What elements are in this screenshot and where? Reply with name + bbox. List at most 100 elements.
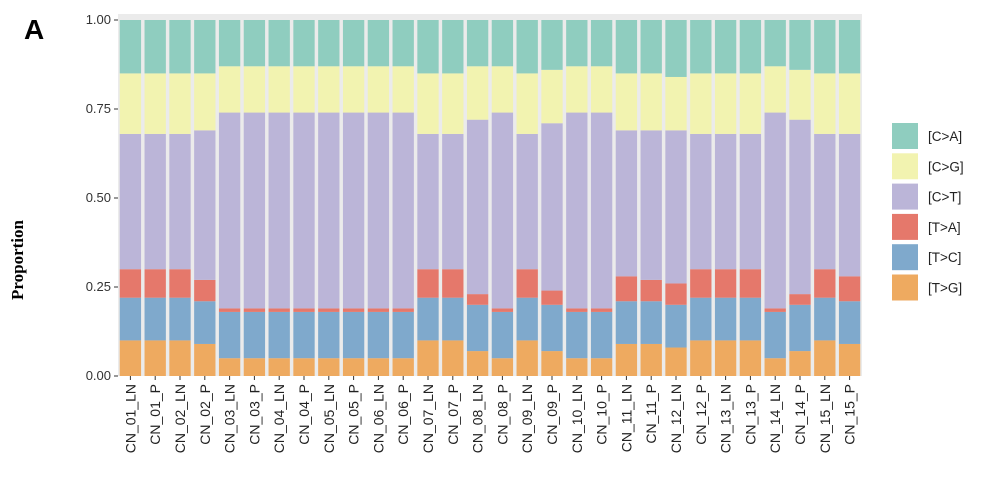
bar-segment <box>417 133 439 270</box>
legend-item: [C>T] <box>892 183 961 210</box>
bar-segment <box>367 308 390 312</box>
bar-segment <box>169 269 191 298</box>
bar-segment <box>144 73 166 134</box>
bar-segment <box>491 311 514 359</box>
bar-segment <box>417 340 439 376</box>
bar-segment <box>665 347 687 376</box>
bar-segment <box>764 112 786 309</box>
bar-segment <box>640 279 662 302</box>
bar-segment <box>342 66 365 113</box>
bar-segment <box>417 297 439 341</box>
bar-segment <box>392 311 414 359</box>
y-tick-label: 0.00 <box>86 368 111 383</box>
x-tick-label: CN_10_LN <box>569 384 585 453</box>
bar-segment <box>194 343 216 376</box>
bar-segment <box>169 20 191 74</box>
bar-segment <box>714 340 737 376</box>
bar-segment <box>144 20 166 74</box>
bar-segment <box>268 66 290 113</box>
bar-segment <box>318 20 340 67</box>
legend-label: [T>A] <box>928 220 961 235</box>
bar-segment <box>516 20 538 74</box>
legend-item: [T>G] <box>892 274 962 301</box>
x-tick-label: CN_07_LN <box>420 384 436 453</box>
bar-segment <box>516 73 538 134</box>
x-tick-label: CN_03_P <box>246 384 262 445</box>
bar-segment <box>293 308 315 312</box>
bar-segment <box>640 343 662 376</box>
bar-segment <box>739 297 762 341</box>
bar-segment <box>169 133 191 270</box>
bar-segment <box>367 112 390 309</box>
bar-segment <box>590 66 613 113</box>
bar-segment <box>293 358 315 376</box>
bar-segment <box>318 311 340 359</box>
bar-segment <box>466 304 489 352</box>
y-tick-label: 0.25 <box>86 279 111 294</box>
bar-segment <box>590 308 613 312</box>
bar-segment <box>268 308 290 312</box>
bar-segment <box>243 358 266 376</box>
x-tick-label: CN_07_P <box>445 384 461 445</box>
bar-segment <box>590 311 613 359</box>
bar-segment <box>417 73 439 134</box>
legend-swatch <box>892 213 918 240</box>
bar-segment <box>392 358 414 376</box>
x-tick-label: CN_01_P <box>147 384 163 445</box>
bar-segment <box>814 269 836 298</box>
x-tick-label: CN_06_LN <box>370 384 386 453</box>
bar-segment <box>342 112 365 309</box>
legend-label: [C>G] <box>928 159 964 174</box>
bar-segment <box>293 66 315 113</box>
bar-segment <box>764 66 786 113</box>
bar-segment <box>640 301 662 344</box>
x-tick-label: CN_03_LN <box>222 384 238 453</box>
bar-segment <box>814 297 836 341</box>
bar-segment <box>119 269 142 298</box>
bar-segment <box>764 358 786 376</box>
bar-segment <box>318 66 340 113</box>
x-tick-label: CN_02_LN <box>172 384 188 453</box>
legend-item: [T>C] <box>892 244 961 271</box>
bar-segment <box>392 308 414 312</box>
bar-segment <box>491 112 514 309</box>
bar-segment <box>367 66 390 113</box>
x-tick-label: CN_13_P <box>742 384 758 445</box>
bar-segment <box>640 73 662 131</box>
bar-segment <box>516 133 538 270</box>
bar-segment <box>690 20 712 74</box>
bar-segment <box>491 358 514 376</box>
bar-segment <box>218 112 241 309</box>
bar-segment <box>144 340 166 376</box>
bar-segment <box>739 269 762 298</box>
x-tick-label: CN_14_P <box>792 384 808 445</box>
bar-segment <box>714 20 737 74</box>
bar-segment <box>293 112 315 309</box>
bar-segment <box>367 358 390 376</box>
legend-label: [T>C] <box>928 250 961 265</box>
bar-segment <box>690 297 712 341</box>
bar-segment <box>838 73 861 134</box>
bar-segment <box>541 20 563 70</box>
bar-segment <box>590 20 613 67</box>
bar-segment <box>367 20 390 67</box>
bar-segment <box>466 294 489 305</box>
bar-segment <box>169 297 191 341</box>
bar-segment <box>442 269 464 298</box>
bar-segment <box>789 294 811 305</box>
bar-segment <box>764 308 786 312</box>
legend-label: [C>A] <box>928 129 962 144</box>
legend-swatch <box>892 183 918 210</box>
bar-segment <box>293 311 315 359</box>
x-tick-label: CN_15_P <box>842 384 858 445</box>
legend-swatch <box>892 274 918 301</box>
bar-segment <box>764 20 786 67</box>
bar-segment <box>838 301 861 344</box>
x-tick-label: CN_04_LN <box>271 384 287 453</box>
bar-segment <box>318 112 340 309</box>
bar-segment <box>466 351 489 376</box>
bar-segment <box>293 20 315 67</box>
x-tick-label: CN_01_LN <box>122 384 138 453</box>
legend-swatch <box>892 244 918 271</box>
